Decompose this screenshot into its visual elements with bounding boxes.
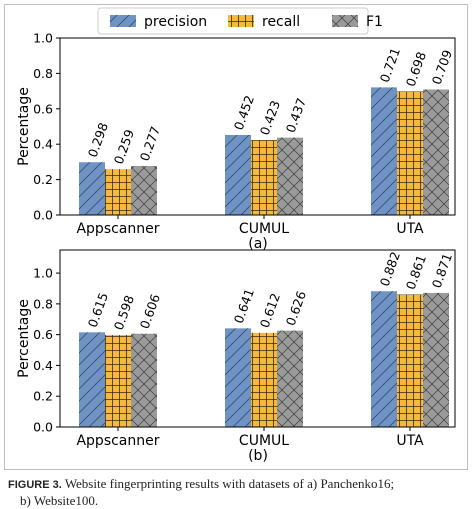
bar-hatch — [251, 140, 277, 215]
plot-frame-a — [59, 37, 456, 216]
legend-item-precision: precision — [110, 14, 207, 30]
bar-hatch — [251, 332, 277, 427]
bar-hatch — [225, 134, 251, 215]
data-label-b-precision-0: 0.615 — [85, 291, 111, 330]
bar-hatch — [371, 291, 397, 427]
x-tick-label-b-cumul: CUMUL — [239, 433, 289, 449]
bar-hatch — [131, 165, 157, 215]
panel-label-b: (b) — [248, 448, 268, 464]
bar-b-f1-appscanner — [131, 333, 157, 427]
bar-b-precision-appscanner — [79, 332, 105, 427]
x-tick-label-b-appscanner: Appscanner — [76, 433, 159, 449]
chart-panel-a: 0.298 0.452 0.721 0.259 0.423 0.698 0.277 0.437… — [16, 31, 456, 252]
y-tick-label-b: 1.0 — [33, 266, 53, 281]
chart-legend: precision recall F1 — [97, 7, 383, 35]
y-tick-label-b: 0.8 — [33, 296, 53, 311]
bar-b-recall-cumul — [251, 332, 277, 427]
data-label-a-recall-1: 0.423 — [257, 98, 283, 137]
legend-label-recall: recall — [262, 14, 300, 30]
bar-hatch — [105, 334, 131, 427]
legend-label-f1: F1 — [366, 14, 383, 30]
x-tick-label-b-uta: UTA — [396, 433, 424, 449]
bar-hatch — [131, 333, 157, 427]
data-label-b-f1-1: 0.626 — [283, 289, 309, 328]
y-tick-label-a: 0.4 — [33, 137, 53, 152]
y-tick-label-a: 0.8 — [33, 66, 53, 81]
x-tick-label-a-cumul: CUMUL — [239, 221, 289, 237]
bar-hatch — [423, 292, 449, 427]
bar-hatch — [225, 328, 251, 427]
data-label-b-recall-0: 0.598 — [111, 293, 137, 332]
bar-a-recall-appscanner — [105, 169, 131, 215]
figure-caption: FIGURE 3. Website fingerprinting results… — [8, 476, 468, 509]
bar-a-recall-uta — [397, 91, 423, 215]
y-axis-label-a: Percentage — [16, 87, 32, 166]
bar-hatch — [397, 91, 423, 215]
bar-b-recall-uta — [397, 294, 423, 427]
data-label-a-f1-0: 0.277 — [137, 124, 163, 163]
bar-b-recall-appscanner — [105, 334, 131, 427]
legend-swatch-hatch-f1 — [332, 15, 358, 27]
data-label-b-precision-2: 0.882 — [377, 250, 403, 289]
legend-item-f1: F1 — [332, 14, 383, 30]
panel-label-a: (a) — [248, 236, 268, 252]
data-label-a-f1-2: 0.709 — [429, 48, 455, 87]
data-label-a-precision-0: 0.298 — [85, 120, 111, 159]
y-tick-label-b: 0.4 — [33, 358, 53, 373]
y-tick-label-a: 0.6 — [33, 101, 53, 116]
y-tick-label-a: 0.0 — [33, 208, 53, 223]
figure-frame — [4, 4, 468, 470]
data-label-a-recall-0: 0.259 — [111, 127, 137, 166]
caption-line-1: Website fingerprinting results with data… — [64, 476, 395, 491]
bar-b-f1-cumul — [277, 330, 303, 427]
y-axis-label-b: Percentage — [16, 299, 32, 378]
bar-hatch — [397, 294, 423, 427]
bar-b-f1-uta — [423, 292, 449, 427]
bar-hatch — [79, 332, 105, 427]
bar-b-precision-uta — [371, 291, 397, 427]
y-tick-label-b: 0.2 — [33, 389, 53, 404]
bar-a-f1-uta — [423, 89, 449, 215]
data-label-a-precision-2: 0.721 — [377, 46, 403, 85]
data-label-b-f1-0: 0.606 — [137, 292, 163, 331]
data-label-a-precision-1: 0.452 — [231, 93, 257, 132]
y-tick-label-a: 0.2 — [33, 172, 53, 187]
data-label-b-precision-1: 0.641 — [231, 287, 257, 326]
data-label-b-recall-2: 0.861 — [403, 253, 429, 292]
legend-swatch-hatch-recall — [228, 15, 254, 27]
legend-label-precision: precision — [144, 14, 207, 30]
chart-panel-b: 0.615 0.641 0.882 0.598 0.612 0.861 0.606 0.626… — [16, 249, 456, 464]
data-label-a-recall-2: 0.698 — [403, 50, 429, 89]
bar-hatch — [423, 89, 449, 215]
x-tick-label-a-appscanner: Appscanner — [76, 221, 159, 237]
legend-swatch-hatch-precision — [110, 15, 136, 27]
data-label-b-recall-1: 0.612 — [257, 291, 283, 330]
bar-hatch — [105, 169, 131, 215]
y-tick-label-b: 0.6 — [33, 327, 53, 342]
x-tick-label-a-uta: UTA — [396, 221, 424, 237]
data-label-a-f1-1: 0.437 — [283, 96, 309, 135]
bar-hatch — [277, 330, 303, 427]
figure-chart: precision recall F1 0.2980.4520.7210.2590.… — [16, 7, 456, 464]
bar-a-precision-uta — [371, 87, 397, 215]
y-tick-label-b: 0.0 — [33, 420, 53, 435]
legend-item-recall: recall — [228, 14, 300, 30]
bar-a-f1-cumul — [277, 137, 303, 215]
bar-a-f1-appscanner — [131, 165, 157, 215]
data-label-b-f1-2: 0.871 — [429, 251, 455, 290]
bar-b-precision-cumul — [225, 328, 251, 427]
bar-hatch — [79, 162, 105, 215]
figure-label: FIGURE 3. — [8, 479, 62, 491]
bar-a-recall-cumul — [251, 140, 277, 215]
caption-line-2: b) Website100. — [20, 493, 99, 508]
bar-hatch — [371, 87, 397, 215]
bar-hatch — [277, 137, 303, 215]
plot-frame-b — [59, 249, 456, 428]
bar-a-precision-appscanner — [79, 162, 105, 215]
y-tick-label-a: 1.0 — [33, 31, 53, 46]
bar-a-precision-cumul — [225, 134, 251, 215]
